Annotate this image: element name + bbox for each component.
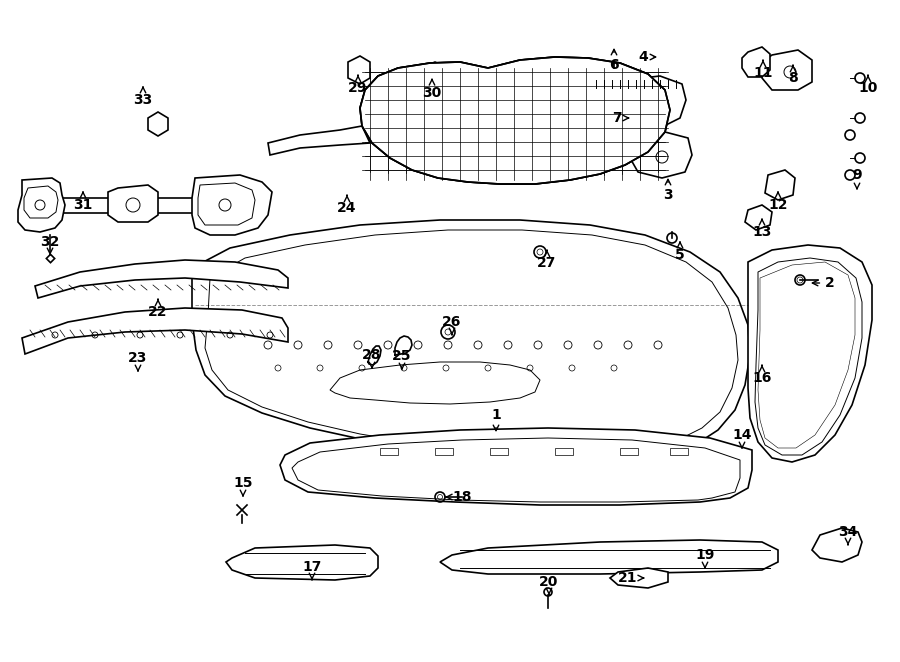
Text: 10: 10 (859, 75, 877, 95)
Text: 27: 27 (537, 250, 557, 270)
Polygon shape (765, 170, 795, 200)
Text: 28: 28 (363, 348, 382, 368)
Polygon shape (745, 205, 772, 230)
Polygon shape (360, 57, 670, 184)
Text: 30: 30 (422, 79, 442, 100)
Polygon shape (590, 76, 686, 130)
Text: 31: 31 (73, 192, 93, 212)
Polygon shape (610, 568, 668, 588)
Text: 24: 24 (338, 195, 356, 215)
Text: 9: 9 (852, 168, 862, 189)
Text: 13: 13 (752, 219, 771, 239)
Text: 22: 22 (148, 299, 167, 319)
Polygon shape (18, 178, 65, 232)
Text: 18: 18 (446, 490, 472, 504)
Polygon shape (555, 448, 573, 455)
Text: 34: 34 (838, 525, 858, 545)
Polygon shape (192, 175, 272, 235)
Polygon shape (748, 245, 872, 462)
Text: 20: 20 (539, 575, 559, 594)
Text: 17: 17 (302, 560, 321, 580)
Polygon shape (22, 308, 288, 354)
Polygon shape (226, 545, 378, 580)
Polygon shape (348, 56, 370, 84)
Polygon shape (108, 185, 158, 222)
Polygon shape (35, 260, 288, 298)
Polygon shape (618, 103, 648, 130)
Text: 4: 4 (638, 50, 656, 64)
Polygon shape (630, 132, 692, 178)
Polygon shape (268, 126, 370, 155)
Polygon shape (148, 112, 168, 136)
Text: 26: 26 (442, 315, 462, 334)
Text: 29: 29 (348, 75, 368, 95)
Polygon shape (762, 50, 812, 90)
Text: 21: 21 (618, 571, 644, 585)
Text: 5: 5 (675, 242, 685, 262)
Text: 15: 15 (233, 476, 253, 496)
Polygon shape (420, 62, 448, 90)
Text: 25: 25 (392, 349, 412, 369)
Text: 14: 14 (733, 428, 751, 448)
Text: 8: 8 (788, 66, 798, 85)
Text: 12: 12 (769, 192, 788, 212)
Text: 7: 7 (612, 111, 628, 125)
Text: 16: 16 (752, 365, 771, 385)
Text: 32: 32 (40, 235, 59, 255)
Text: 2: 2 (813, 276, 835, 290)
Polygon shape (440, 540, 778, 574)
Text: 3: 3 (663, 179, 673, 202)
Polygon shape (812, 528, 862, 562)
Polygon shape (742, 47, 770, 77)
Text: 23: 23 (129, 351, 148, 371)
Polygon shape (435, 448, 453, 455)
Polygon shape (620, 448, 638, 455)
Polygon shape (490, 448, 508, 455)
Polygon shape (670, 448, 688, 455)
Text: 19: 19 (696, 548, 715, 568)
Text: 6: 6 (609, 50, 619, 72)
Polygon shape (28, 198, 225, 213)
Polygon shape (280, 428, 752, 505)
Text: 11: 11 (753, 60, 773, 80)
Polygon shape (380, 448, 398, 455)
Text: 33: 33 (133, 87, 153, 107)
Text: 1: 1 (491, 408, 501, 431)
